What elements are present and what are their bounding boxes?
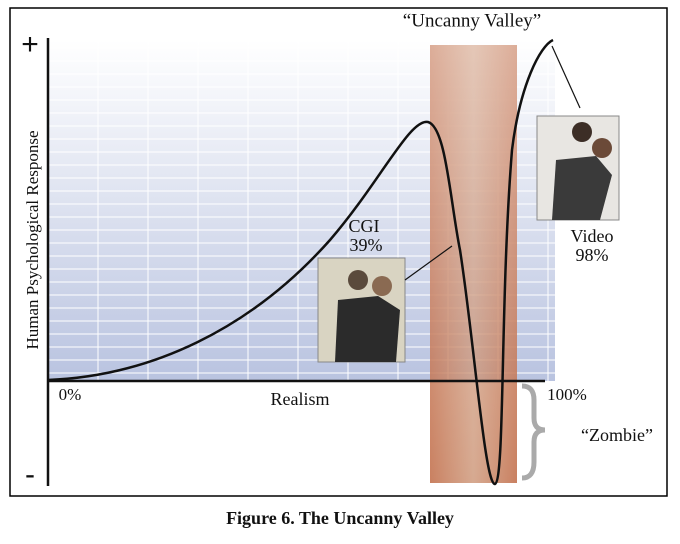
cgi-name: CGI [349, 216, 380, 236]
valley-label: “Uncanny Valley” [403, 10, 541, 31]
zombie-label: “Zombie” [581, 425, 653, 445]
cgi-arrow [404, 245, 453, 281]
caption: Figure 6. The Uncanny Valley [226, 508, 454, 528]
video-arrow [551, 45, 581, 109]
zombie-brace [521, 383, 546, 481]
x-start-label: 0% [59, 385, 82, 404]
y-bottom-label: - [25, 458, 35, 491]
valley-band-highlight [430, 45, 517, 483]
x-end-label: 100% [547, 385, 587, 404]
y-axis-label: Human Psychological Response [23, 130, 42, 349]
video-percent: 98% [576, 245, 609, 265]
x-axis-label: Realism [271, 389, 330, 409]
video-name: Video [571, 226, 614, 246]
frame [9, 7, 668, 497]
cgi-photo [317, 257, 406, 363]
response-curve [47, 38, 554, 486]
video-photo [536, 115, 620, 221]
cgi-percent: 39% [350, 235, 383, 255]
y-top-label: + [21, 28, 39, 61]
